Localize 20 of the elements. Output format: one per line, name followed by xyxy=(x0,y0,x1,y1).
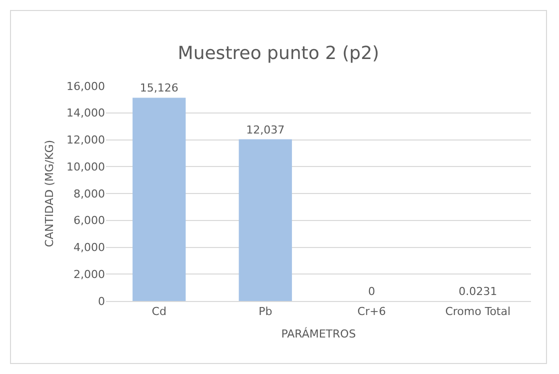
y-tick-label: 6,000 xyxy=(74,214,105,228)
data-label: 0 xyxy=(368,285,376,298)
x-tick-label: Cr+6 xyxy=(357,305,386,318)
y-tick-label: 16,000 xyxy=(66,80,105,93)
y-tick-label: 2,000 xyxy=(74,268,105,281)
data-label: 0.0231 xyxy=(458,285,498,298)
chart-title: Muestreo punto 2 (p2) xyxy=(178,42,380,64)
y-tick-label: 4,000 xyxy=(74,241,105,254)
x-tick-label: Cd xyxy=(152,305,166,318)
x-tick-label: Cromo Total xyxy=(445,305,511,318)
y-tick-label: 0 xyxy=(98,294,105,308)
x-tick-label: Pb xyxy=(258,305,272,318)
data-label: 12,037 xyxy=(246,123,285,136)
y-tick-label: 12,000 xyxy=(66,134,105,147)
y-tick-label: 14,000 xyxy=(66,106,105,120)
data-label: 15,126 xyxy=(140,82,178,95)
y-tick-label: 8,000 xyxy=(74,187,105,200)
x-axis-title: PARÁMETROS xyxy=(281,326,356,340)
y-axis-title: CANTIDAD (MG/KG) xyxy=(43,140,56,248)
y-tick-label: 10,000 xyxy=(66,160,105,174)
